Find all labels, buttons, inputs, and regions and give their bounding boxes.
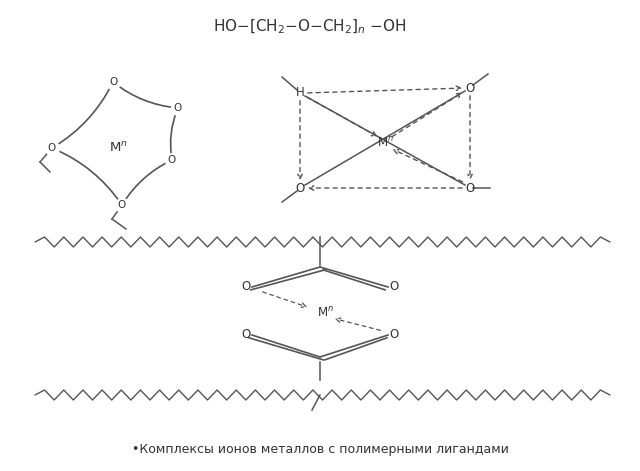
Text: M$^n$: M$^n$ (109, 141, 127, 155)
Text: O: O (241, 328, 251, 341)
Text: M$^n$: M$^n$ (317, 306, 333, 320)
Text: O: O (48, 143, 56, 153)
Text: O: O (241, 281, 251, 293)
Text: O: O (296, 181, 305, 195)
Text: O: O (109, 77, 117, 87)
Text: O: O (389, 328, 399, 341)
Text: O: O (174, 103, 182, 113)
Text: M$^n$: M$^n$ (376, 136, 394, 150)
Text: O: O (168, 155, 176, 165)
Text: O: O (465, 81, 475, 95)
Text: O: O (389, 281, 399, 293)
Text: O: O (465, 181, 475, 195)
Text: HO$-$[CH$_2$$-$O$-$CH$_2$]$_n$ $-$OH: HO$-$[CH$_2$$-$O$-$CH$_2$]$_n$ $-$OH (213, 18, 407, 36)
Text: H: H (296, 87, 305, 99)
Text: O: O (118, 200, 126, 210)
Text: •Комплексы ионов металлов с полимерными лигандами: •Комплексы ионов металлов с полимерными … (132, 444, 508, 456)
